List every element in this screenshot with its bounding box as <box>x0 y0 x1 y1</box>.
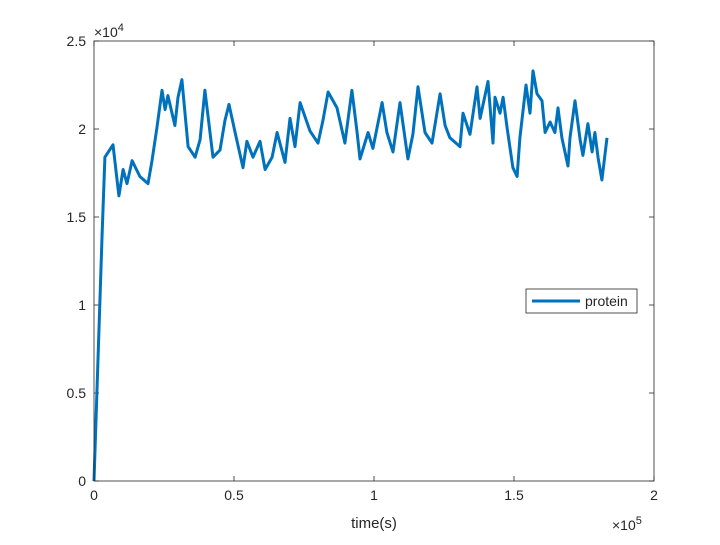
x-tick-label: 1.5 <box>504 487 524 503</box>
legend: protein <box>525 288 638 314</box>
axes-box <box>93 40 655 482</box>
x-exponent-label: ×105 <box>612 515 642 533</box>
x-tick-label: 1 <box>370 487 378 503</box>
y-tick-label: 1.5 <box>67 209 87 225</box>
y-tick-label: 2 <box>78 121 86 137</box>
x-axis-label: time(s) <box>351 515 397 532</box>
x-tick-label: 2 <box>650 487 658 503</box>
y-tick-label: 2.5 <box>67 33 87 49</box>
y-tick-label: 0 <box>78 473 86 489</box>
x-tick-label: 0 <box>90 487 98 503</box>
legend-label-protein: protein <box>585 293 628 309</box>
y-tick-label: 0.5 <box>67 385 87 401</box>
y-tick-label: 1 <box>78 297 86 313</box>
y-exponent-label: ×104 <box>94 22 124 40</box>
x-tick-label: 0.5 <box>224 487 244 503</box>
series-line-protein <box>92 69 609 482</box>
